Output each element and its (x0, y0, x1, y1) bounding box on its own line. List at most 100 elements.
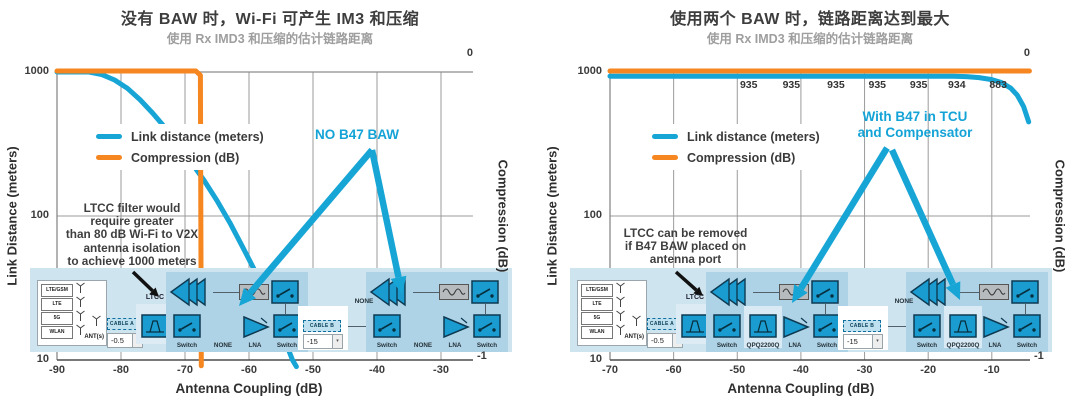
x-tick-label: -40 (792, 364, 809, 376)
switch-icon (473, 314, 501, 338)
link-distance-curve (607, 73, 1032, 125)
branch-line (285, 304, 286, 314)
x-tick-label: -30 (433, 364, 449, 376)
switch-icon (273, 314, 301, 338)
chevron-down-icon: ▾ (332, 335, 342, 348)
antenna-row-label: LTE/GSM (581, 284, 613, 297)
callout-no-baw: NO B47 BAW (287, 127, 427, 143)
ltcc-note: LTCC filter would require greater than 80 … (58, 201, 206, 268)
component-label: Switch (816, 342, 838, 349)
y2-axis-label: Compression (dB) (1052, 159, 1068, 273)
cable-a-field[interactable]: CABLE A (107, 318, 137, 330)
component-label: Switch (716, 342, 738, 349)
branch-line (213, 292, 239, 293)
x-tick-label: -50 (729, 364, 746, 376)
branch-line (753, 292, 779, 293)
x-tick-label: -40 (369, 364, 385, 376)
legend-item: Compression (dB) (96, 147, 264, 168)
antenna-row-label: 5G (581, 312, 613, 325)
component-label: LNA (248, 342, 262, 349)
antenna-icon (76, 310, 85, 321)
baw-filter-icon (681, 314, 709, 338)
note-line: LTCC can be removed (623, 226, 748, 240)
antenna-icon (616, 324, 625, 335)
cable-a-field[interactable]: CABLE A (647, 318, 677, 330)
legend-item: Link distance (meters) (652, 126, 820, 147)
cable-b-field[interactable]: CABLE B (843, 320, 881, 332)
cable-a-loss-select-value: -0.5 (111, 336, 124, 345)
component-label: Switch (1016, 342, 1038, 349)
branch-line (825, 304, 826, 314)
antenna-icon (616, 296, 625, 307)
attenuator-icon (439, 284, 469, 300)
antenna-icon (76, 324, 85, 335)
note-line: than 80 dB Wi-Fi to V2X (65, 227, 199, 242)
attenuator-icon (779, 284, 809, 300)
data-point-label: 883 (989, 79, 1007, 91)
x-tick-label: -60 (665, 364, 682, 376)
x-tick-label: -20 (920, 364, 937, 376)
y2-axis-label: Compression (dB) (495, 159, 511, 273)
pa-icon (709, 277, 746, 307)
legend-item: Link distance (meters) (96, 126, 264, 147)
antenna-row-label: LTE/GSM (41, 284, 73, 297)
chart-panel-left: 没有 BAW 时，Wi-Fi 可产生 IM3 和压缩 使用 Rx IMD3 和压… (5, 11, 512, 396)
pa-icon (169, 277, 206, 307)
branch-line (1025, 304, 1026, 314)
y-tick-label: 10 (36, 353, 49, 365)
switch-icon (713, 314, 741, 338)
ltcc-label: LTCC (145, 294, 165, 301)
legend-swatch (96, 155, 122, 160)
note-line: antenna port (649, 252, 722, 267)
compression-tick-top: 0 (1023, 47, 1030, 59)
antenna-row-label: LTE (581, 298, 613, 311)
attenuator-icon (979, 284, 1009, 300)
x-tick-label: -70 (177, 364, 193, 376)
legend-label: Compression (dB) (131, 150, 240, 165)
legend-swatch (652, 134, 678, 139)
y-tick-label: 100 (583, 209, 602, 221)
x-tick-label: -90 (49, 364, 65, 376)
y-tick-label: 10 (589, 353, 602, 365)
plot-area (607, 68, 1032, 361)
chart-title: 没有 BAW 时，Wi-Fi 可产生 IM3 和压缩 (120, 11, 420, 28)
antenna-icon (632, 315, 641, 326)
callout-line: With B47 in TCU (862, 109, 968, 124)
branch-line (485, 304, 486, 314)
cable-b-loss-select[interactable]: -15 ▾ (303, 334, 343, 349)
y-axis-label: Link Distance (meters) (544, 146, 560, 286)
callout-with-b47: With B47 in TCU and Compensator (840, 109, 990, 141)
cable-b-field[interactable]: CABLE B (303, 320, 341, 332)
antenna-row-label: WLAN (581, 326, 613, 339)
cable-b-loss-select[interactable]: -15 ▾ (843, 334, 883, 349)
switch-icon (373, 314, 401, 338)
legend: Link distance (meters) Compression (dB) (94, 124, 272, 170)
antenna-legend: LTE/GSM LTE 5G WLAN ANT(s) (577, 280, 647, 346)
chevron-down-icon: ▾ (872, 335, 882, 348)
note-line: require greater (90, 214, 174, 229)
baw-filter-icon (141, 314, 169, 338)
switch-icon (811, 280, 839, 304)
callout-line: NO B47 BAW (314, 127, 399, 142)
data-point-label: 935 (827, 79, 845, 91)
legend-swatch (96, 134, 122, 139)
component-label: LNA (448, 342, 462, 349)
data-point-label: 935 (782, 79, 801, 91)
antenna-icon (616, 282, 625, 293)
data-point-label: 934 (948, 79, 966, 91)
data-point-label: 935 (739, 79, 758, 91)
antenna-legend: LTE/GSM LTE 5G WLAN ANT(s) (37, 280, 107, 346)
mid-none-label: NONE (354, 298, 374, 305)
legend: Link distance (meters) Compression (dB) (650, 124, 828, 170)
x-tick-label: -80 (113, 364, 129, 376)
lna-icon (243, 315, 270, 339)
legend-item: Compression (dB) (652, 147, 820, 168)
note-line: to achieve 1000 meters (67, 253, 197, 268)
note-line: if B47 BAW placed on (624, 239, 747, 254)
ltcc-note: LTCC can be removed if B47 BAW placed on a… (613, 226, 758, 267)
compression-tick-top: 0 (466, 47, 473, 59)
x-tick-label: -70 (602, 364, 618, 376)
switch-icon (471, 280, 499, 304)
chart-title: 使用两个 BAW 时，链路距离达到最大 (670, 11, 950, 28)
